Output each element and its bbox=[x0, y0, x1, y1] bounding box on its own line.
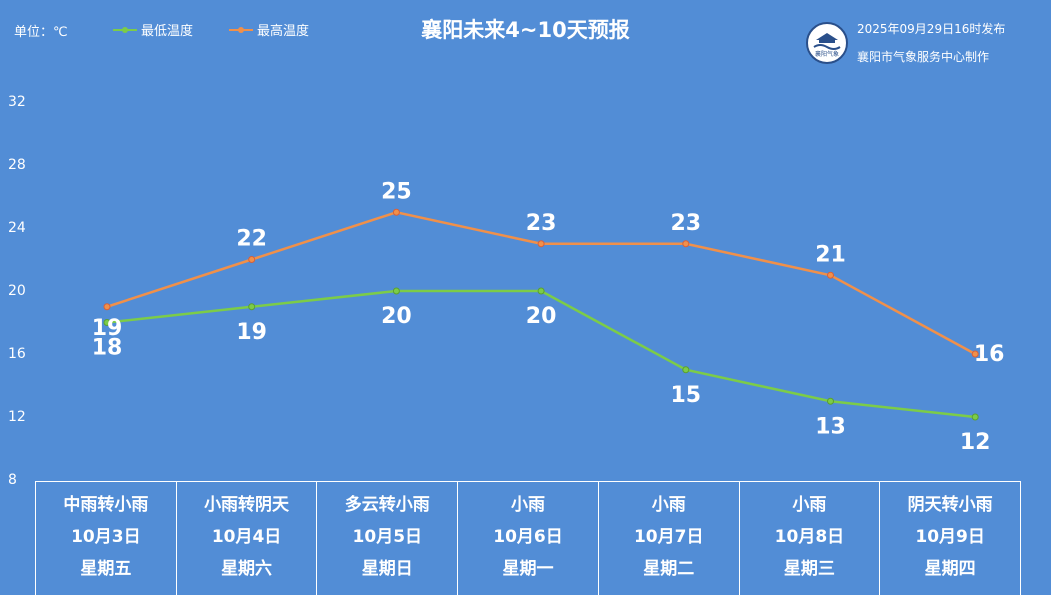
date-text: 10月7日 bbox=[633, 527, 704, 547]
unit-label: 单位：℃ bbox=[14, 25, 68, 40]
min-temp-point bbox=[827, 397, 834, 405]
max-temp-point bbox=[248, 256, 256, 263]
date-text: 10月5日 bbox=[352, 527, 423, 547]
date-text: 10月6日 bbox=[493, 527, 563, 547]
min-temp-point bbox=[392, 287, 400, 295]
max-temp-point bbox=[103, 303, 111, 311]
weekday-text: 星期二 bbox=[643, 559, 695, 579]
chart-title: 襄阳未来4~10天预报 bbox=[421, 18, 630, 42]
day-column: 阴天转小雨 10月9日星期四 bbox=[880, 482, 1021, 595]
day-column: 小雨 10月6日星期一 bbox=[458, 482, 599, 595]
min-temp-label: 13 bbox=[815, 414, 846, 439]
weather-text: 小雨 bbox=[792, 495, 827, 515]
min-temp-label: 20 bbox=[526, 304, 557, 329]
legend-item-min: 最低温度 bbox=[113, 20, 193, 39]
min-temp-label: 18 bbox=[92, 336, 123, 361]
min-temp-point bbox=[103, 319, 111, 326]
max-temp-label: 25 bbox=[381, 179, 412, 204]
weather-text: 中雨转小雨 bbox=[63, 495, 149, 515]
weather-text: 多云转小雨 bbox=[344, 495, 430, 515]
date-text: 10月9日 bbox=[915, 527, 985, 547]
weather-text: 小雨转阴天 bbox=[204, 495, 290, 515]
logo-text: 襄阳气象 bbox=[815, 50, 839, 58]
y-tick-label: 32 bbox=[8, 94, 26, 110]
day-column: 小雨转阴天 10月4日星期六 bbox=[177, 482, 318, 595]
weekday-text: 星期五 bbox=[80, 559, 132, 579]
day-column: 多云转小雨 10月5日星期日 bbox=[317, 482, 459, 595]
min-temp-label: 12 bbox=[960, 430, 991, 455]
min-temp-label: 20 bbox=[381, 304, 412, 329]
max-temp-label: 16 bbox=[974, 342, 1005, 367]
max-temp-point bbox=[392, 208, 400, 216]
day-column: 中雨转小雨 10月3日星期五 bbox=[36, 482, 177, 595]
y-tick-label: 8 bbox=[8, 472, 17, 488]
weekday-text: 星期日 bbox=[361, 559, 413, 579]
weather-text: 阴天转小雨 bbox=[907, 495, 993, 515]
max-temp-label: 23 bbox=[526, 211, 557, 236]
min-temp-label: 15 bbox=[670, 383, 701, 408]
weather-text: 小雨 bbox=[651, 495, 686, 515]
min-temp-point bbox=[537, 287, 545, 295]
max-temp-label: 23 bbox=[670, 211, 701, 236]
publish-time: 2025年09月29日16时发布 bbox=[857, 22, 1006, 36]
legend-label-min: 最低温度 bbox=[141, 24, 194, 39]
weekday-text: 星期一 bbox=[502, 559, 554, 579]
min-temp-point bbox=[248, 303, 256, 311]
legend-line-icon bbox=[229, 24, 253, 36]
y-tick-label: 24 bbox=[8, 220, 26, 236]
day-column: 小雨 10月7日星期二 bbox=[599, 482, 740, 595]
y-tick-label: 16 bbox=[8, 346, 26, 362]
max-temp-point bbox=[537, 240, 545, 248]
legend-line-icon bbox=[113, 24, 137, 36]
max-temp-label: 19 bbox=[92, 316, 123, 341]
y-tick-label: 20 bbox=[8, 283, 26, 299]
y-tick-label: 28 bbox=[8, 157, 26, 173]
weekday-text: 星期三 bbox=[783, 559, 835, 579]
y-tick-label: 12 bbox=[8, 409, 26, 425]
min-temp-label: 19 bbox=[236, 320, 267, 345]
weather-text: 小雨 bbox=[510, 495, 545, 515]
weekday-text: 星期四 bbox=[924, 559, 976, 579]
max-temp-label: 22 bbox=[236, 227, 267, 252]
publisher-name: 襄阳市气象服务中心制作 bbox=[857, 50, 990, 64]
day-column: 小雨 10月8日星期三 bbox=[740, 482, 881, 595]
max-temp-point bbox=[971, 350, 979, 358]
weekday-text: 星期六 bbox=[221, 559, 273, 579]
date-text: 10月3日 bbox=[71, 527, 141, 547]
legend-item-max: 最高温度 bbox=[229, 20, 309, 39]
day-forecast-table: 中雨转小雨 10月3日星期五 小雨转阴天 10月4日星期六 多云转小雨 10月5日星期日 小… bbox=[35, 481, 1021, 595]
min-temp-point bbox=[682, 366, 690, 374]
max-temp-point bbox=[682, 240, 690, 248]
min-temp-point bbox=[971, 413, 979, 421]
max-temp-label: 21 bbox=[815, 242, 846, 267]
date-text: 10月8日 bbox=[774, 527, 845, 547]
meteorology-logo-icon: 襄阳气象 bbox=[806, 22, 848, 64]
date-text: 10月4日 bbox=[211, 527, 282, 547]
max-temp-point bbox=[827, 271, 834, 279]
legend-label-max: 最高温度 bbox=[257, 24, 310, 39]
